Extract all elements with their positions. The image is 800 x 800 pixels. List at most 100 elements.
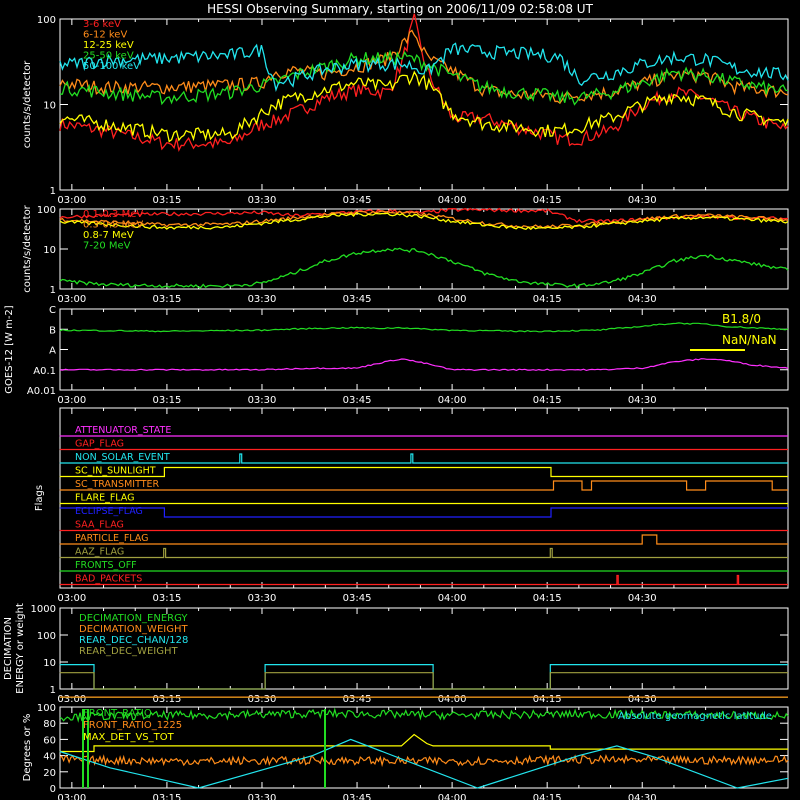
legend-entry: 12-25 keV [83,40,134,51]
series-line [59,211,789,231]
y-tick-label: 1 [50,685,56,696]
series-line [59,70,789,143]
legend-entry: REAR_DEC_CHAN/128 [79,635,188,646]
x-tick-label: 04:30 [628,294,657,305]
flag-label: PARTICLE_FLAG [75,533,148,544]
flag-line [59,547,788,559]
x-tick-label: 04:00 [438,694,467,705]
x-tick-label: 04:15 [533,195,562,206]
y-tick-label: A0.1 [33,366,56,377]
series-line [59,707,789,723]
series-line [59,13,789,152]
y-tick-label: C [49,305,56,316]
series-line [59,358,789,372]
flag-label: SC_TRANSMITTER [75,479,160,490]
legend-entry: FRONT_RATIO [83,708,152,719]
x-tick-label: 04:30 [628,593,657,604]
goes-ratio-annotation: NaN/NaN [722,333,777,347]
flag-label: ECLIPSE_FLAG [75,506,143,517]
panel-5: 03:00 03:15 03:30 03:45 04:00 04:15 04:30 1 10 10… [3,603,789,705]
panel-1: 03:00 03:15 03:30 03:45 04:00 04:15 04:30 1 10 10… [22,13,789,206]
x-tick-label: 03:00 [57,793,86,800]
series-line [59,49,789,106]
goes-class-annotation: B1.8/0 [722,312,761,326]
panel-frame [59,208,789,290]
panels-layer: 03:00 03:15 03:30 03:45 04:00 04:15 04:3011010… [3,13,789,800]
x-tick-label: 03:00 [57,593,86,604]
x-tick-label: 03:30 [248,395,277,406]
y-axis-label: counts/s/detector [22,60,33,148]
y-tick-label: 1 [50,285,56,296]
y-axis-label: GOES-12 [W m-2] [4,305,15,393]
y-axis-label: ENERGY or weight [15,603,26,694]
series-line [59,664,788,690]
y-tick-label: 10 [43,101,56,112]
legend-entry: 0.3-0.8 MeV [83,220,143,231]
x-tick-label: 04:30 [628,694,657,705]
x-tick-label: 04:00 [438,294,467,305]
x-tick-label: 03:45 [343,793,372,800]
flag-label: ATTENUATOR_STATE [75,425,171,436]
legend-entry: MAX_DET_VS_TOT [83,732,175,743]
x-tick-label: 03:45 [343,395,372,406]
x-tick-label: 03:30 [248,195,277,206]
flag-line [59,480,788,491]
y-tick-label: 10 [43,245,56,256]
panel-4: 03:00 03:15 03:30 03:45 04:00 04:15 04:30 Flags… [34,407,789,604]
y-tick-label: 100 [37,15,56,26]
y-tick-label: 40 [43,752,56,763]
flag-label: FRONTS_OFF [75,560,137,571]
legend-entry: REAR_DEC_WEIGHT [79,646,178,657]
flag-label: NON_SOLAR_EVENT [75,452,170,463]
x-tick-label: 04:00 [438,593,467,604]
x-tick-label: 03:30 [248,793,277,800]
x-tick-label: 03:30 [248,294,277,305]
x-tick-label: 04:15 [533,294,562,305]
y-tick-label: 0 [50,784,56,795]
legend-entry: DECIMATION_WEIGHT [79,624,188,635]
x-tick-label: 04:15 [533,793,562,800]
y-tick-label: 10 [43,658,56,669]
legend-entry: 25-50 keV [83,51,134,62]
panel-2: 03:00 03:15 03:30 03:45 04:00 04:15 04:30 1 10 10… [22,204,789,305]
flag-label: GAP_FLAG [75,439,124,450]
series-line [59,42,789,92]
x-tick-label: 03:45 [343,294,372,305]
x-tick-label: 03:00 [57,694,86,705]
series-line [59,29,789,105]
panel-frame [59,607,789,690]
x-tick-label: 03:15 [153,694,182,705]
x-tick-label: 03:30 [248,694,277,705]
legend-entry: 0.1-0.3 MeV [83,209,143,220]
x-tick-label: 03:15 [153,395,182,406]
series-line [59,672,788,690]
x-tick-label: 03:45 [343,694,372,705]
flag-line [59,574,788,586]
x-tick-label: 03:15 [153,294,182,305]
panel-frame [59,18,789,191]
y-tick-label: 80 [43,719,56,730]
x-tick-label: 04:15 [533,395,562,406]
flag-label: FLARE_FLAG [75,493,135,504]
flag-line [59,507,788,518]
flag-line [59,466,788,478]
panel-frame [59,706,789,789]
y-tick-label: A0.01 [27,386,56,397]
legend-entry: 7-20 MeV [83,241,131,252]
legend-entry: DECIMATION_ENERGY [79,613,188,624]
y-tick-label: 1000 [31,604,56,615]
panel-6: 03:00 03:15 03:30 03:45 04:00 04:15 04:30 0 20 40… [22,703,789,800]
y-tick-label: 100 [37,205,56,216]
y-tick-label: A [49,346,56,357]
y-tick-label: 20 [43,768,56,779]
series-line [59,210,789,229]
x-tick-label: 04:15 [533,694,562,705]
series-line [59,733,788,753]
flag-label: AAZ_FLAG [75,547,124,558]
x-tick-label: 04:15 [533,593,562,604]
panel-frame [59,308,789,391]
legend-entry: 3-6 keV [83,19,121,30]
panel-3: 03:00 03:15 03:30 03:45 04:00 04:15 04:30 A0.01… [4,305,789,406]
series-line [59,754,789,768]
